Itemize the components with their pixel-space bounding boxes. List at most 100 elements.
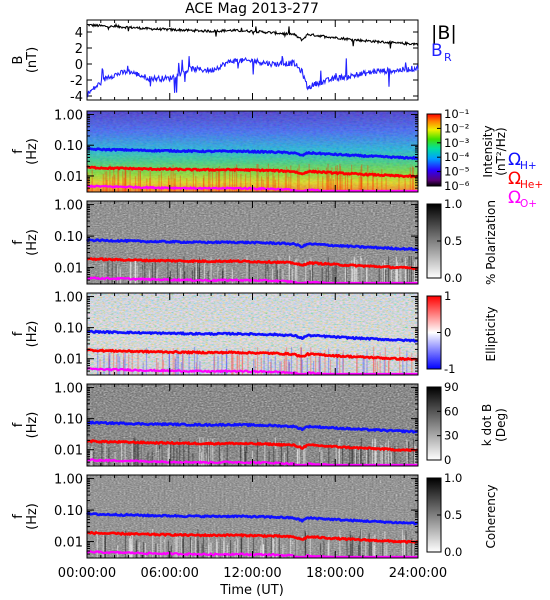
kdotb-streak [275, 449, 277, 466]
coherency-streak [368, 533, 370, 558]
ellipticity-streak [315, 356, 317, 375]
polarization-streak [183, 256, 185, 284]
intensity-streak [262, 179, 264, 192]
intensity-streak [160, 171, 162, 192]
coherency-streak [170, 545, 173, 558]
polarization-streak [296, 258, 298, 284]
intensity-streak [137, 169, 139, 192]
polarization-streak [278, 256, 280, 284]
kdotb-streak [268, 450, 270, 466]
polarization-streak [266, 271, 269, 284]
intensity-streak [322, 176, 324, 192]
coherency-streak [261, 537, 263, 558]
ellipticity-streak [319, 351, 321, 375]
kdotb-streak [104, 440, 106, 466]
ellipticity-streak [280, 361, 282, 375]
coherency-streak [179, 535, 181, 558]
ellipticity-streak [116, 354, 118, 375]
intensity-ytick-label: 0.10 [54, 139, 83, 154]
polarization-streak [360, 260, 362, 284]
intensity-streak [168, 178, 170, 192]
xtick-label: 18:00:00 [306, 566, 364, 581]
intensity-ytick-label: 0.01 [54, 170, 83, 185]
kdotb-streak [274, 437, 276, 466]
kdotb-streak [141, 444, 143, 466]
coherency-streak [216, 541, 218, 558]
coherency-ytick-label: 0.10 [54, 504, 83, 519]
polarization-streak [111, 256, 113, 284]
coherency-streak [260, 545, 262, 558]
polarization-streak [210, 256, 212, 284]
legend-omega-0: Ω [508, 150, 521, 170]
kdotb-streak [283, 452, 285, 466]
intensity-streak [167, 175, 170, 192]
kdotb-streak [394, 445, 396, 466]
ellipticity-streak [318, 356, 320, 375]
coherency-streak [104, 532, 106, 558]
coherency-streak [226, 544, 228, 558]
coherency-streak [234, 541, 236, 558]
ellipticity-streak [263, 351, 265, 375]
coherency-streak [350, 543, 352, 558]
polarization-streak [279, 268, 281, 284]
intensity-streak [339, 163, 341, 192]
kdotb-streak [210, 444, 212, 466]
coherency-streak [156, 543, 158, 558]
polarization-streak [345, 263, 347, 284]
kdotb-colorbar [426, 386, 442, 461]
ellipticity-streak [300, 347, 302, 375]
ellipticity-streak [290, 346, 293, 375]
ellipticity-streak [356, 353, 358, 375]
intensity-streak [146, 178, 148, 192]
coherency-streak [182, 538, 184, 558]
kdotb-streak [173, 442, 175, 466]
coherency-streak [401, 529, 404, 558]
kdotb-streak [147, 452, 149, 466]
intensity-streak [104, 171, 106, 192]
kdotb-ylabel-2: (Hz) [25, 412, 40, 439]
kdotb-streak [387, 439, 389, 466]
kdotb-streak [159, 444, 161, 466]
kdotb-streak [158, 446, 161, 466]
polarization-streak [408, 255, 410, 284]
ellipticity-streak [288, 359, 290, 375]
kdotb-streak [287, 443, 289, 466]
polarization-streak [382, 266, 384, 284]
coherency-streak [360, 529, 362, 558]
intensity-streak [327, 163, 329, 192]
polarization-streak [224, 264, 226, 284]
intensity-colorbar [426, 113, 442, 187]
xtick-label: 12:00:00 [223, 566, 281, 581]
ellipticity-streak [97, 347, 99, 375]
intensity-colorbar-tick-label: 10⁻² [444, 121, 469, 135]
intensity-streak [274, 179, 277, 192]
polarization-streak [361, 258, 363, 284]
kdotb-streak [88, 449, 90, 466]
coherency-streak [265, 538, 267, 558]
coherency-streak [240, 536, 242, 558]
polarization-streak [231, 269, 233, 284]
coherency-streak [197, 540, 199, 558]
intensity-panel [86, 110, 442, 193]
kdotb-streak [88, 449, 91, 466]
ellipticity-streak [108, 355, 110, 375]
kdotb-streak [385, 442, 387, 466]
polarization-streak [399, 263, 401, 284]
polarization-streak [366, 268, 368, 284]
coherency-streak [346, 538, 348, 558]
intensity-streak [172, 164, 174, 192]
kdotb-streak [120, 440, 123, 466]
polarization-streak [195, 258, 197, 284]
polarization-streak [116, 265, 118, 284]
coherency-streak [138, 542, 140, 558]
coherency-streak [374, 534, 376, 558]
coherency-streak [262, 544, 265, 558]
kdotb-streak [155, 452, 157, 466]
intensity-streak [219, 165, 221, 192]
polarization-streak [410, 256, 412, 284]
coherency-streak [373, 545, 375, 558]
intensity-streak [331, 167, 333, 192]
polarization-streak [194, 267, 196, 284]
coherency-streak [349, 538, 351, 558]
polarization-streak [185, 266, 187, 284]
